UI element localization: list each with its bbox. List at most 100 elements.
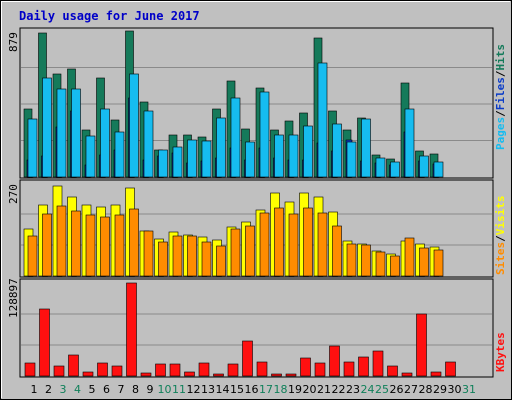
- legend-item-pages: Pages: [494, 117, 507, 150]
- x-tick-label-day-16: 16: [245, 383, 259, 396]
- bar-kbytes-day-15: [227, 363, 239, 377]
- bar-pages-day-10: [158, 149, 168, 178]
- x-tick-label-day-25: 25: [375, 383, 389, 396]
- panel-kbytes-bars: [24, 282, 456, 377]
- legend-separator: /: [494, 110, 507, 117]
- bar-pages-day-16: [245, 141, 255, 178]
- legend-kbytes: KBytes: [494, 332, 507, 372]
- bar-kbytes-day-20: [300, 357, 311, 377]
- bar-kbytes-day-28: [416, 313, 427, 377]
- x-tick-label-day-22: 22: [332, 383, 346, 396]
- x-tick-label-day-4: 4: [74, 383, 81, 396]
- x-tick-label-day-15: 15: [230, 383, 244, 396]
- bar-kbytes-day-2: [39, 308, 50, 377]
- bar-sites-day-23: [346, 243, 357, 277]
- bar-kbytes-day-10: [155, 363, 166, 377]
- bar-pages-day-18: [274, 134, 284, 178]
- bar-sites-day-20: [303, 207, 313, 277]
- bar-sites-day-5: [85, 214, 96, 277]
- x-tick-label-day-9: 9: [147, 383, 154, 396]
- bar-pages-day-13: [201, 140, 212, 178]
- x-tick-label-day-7: 7: [118, 383, 125, 396]
- panel-kbytes-gridlines: [21, 313, 492, 346]
- bar-kbytes-day-26: [387, 365, 398, 377]
- x-tick-label-day-18: 18: [274, 383, 288, 396]
- legend-text: Sites/Visits: [494, 196, 507, 276]
- bar-pages-day-25: [375, 157, 386, 178]
- bar-pages-day-1: [27, 118, 38, 178]
- x-tick-label-day-28: 28: [419, 383, 433, 396]
- bar-sites-day-3: [56, 205, 67, 277]
- bar-pages-day-19: [288, 134, 299, 178]
- bar-pages-day-24: [361, 118, 371, 178]
- legend-item-visits: Visits: [494, 196, 507, 236]
- x-tick-label-day-30: 30: [448, 383, 462, 396]
- bar-pages-day-21: [317, 62, 328, 178]
- bar-sites-day-8: [129, 208, 139, 277]
- x-tick-label-day-12: 12: [187, 383, 201, 396]
- bar-pages-day-23: [346, 141, 357, 178]
- bar-sites-day-21: [317, 212, 328, 277]
- bar-kbytes-day-21: [314, 362, 326, 377]
- legend-separator: /: [494, 235, 507, 242]
- bar-sites-day-29: [433, 249, 444, 277]
- bar-kbytes-day-13: [198, 362, 210, 377]
- bar-sites-day-26: [390, 255, 400, 277]
- bar-pages-day-28: [419, 155, 429, 178]
- bar-kbytes-day-6: [97, 362, 108, 377]
- x-tick-label-day-8: 8: [132, 383, 139, 396]
- bar-sites-day-19: [288, 213, 299, 277]
- bar-pages-day-17: [259, 91, 270, 178]
- bar-kbytes-day-5: [82, 371, 94, 377]
- panel-kbytes-background: [19, 278, 494, 378]
- bar-pages-day-15: [230, 97, 241, 178]
- x-tick-label-day-11: 11: [172, 383, 186, 396]
- x-tick-label-day-10: 10: [158, 383, 172, 396]
- panel-kbytes: [19, 278, 494, 378]
- x-tick-label-day-20: 20: [303, 383, 317, 396]
- bar-sites-day-17: [259, 212, 270, 277]
- bar-pages-day-5: [85, 135, 96, 178]
- bar-kbytes-day-30: [445, 361, 456, 377]
- bar-kbytes-day-11: [169, 363, 181, 377]
- bar-kbytes-day-24: [358, 356, 369, 377]
- bar-sites-day-15: [230, 228, 241, 277]
- x-tick-label-day-27: 27: [404, 383, 418, 396]
- bar-kbytes-day-4: [68, 354, 79, 377]
- x-tick-label-day-21: 21: [317, 383, 331, 396]
- x-tick-label-day-17: 17: [259, 383, 273, 396]
- x-axis-day-labels: 1 2 3 4 5 6 7 8 9 10 11 12 13 14 15 16 17 18 19 20 21 22 23 24 2…: [31, 383, 477, 396]
- bar-sites-day-16: [245, 225, 255, 277]
- bar-kbytes-day-12: [184, 371, 195, 377]
- x-tick-label-day-31: 31: [462, 383, 476, 396]
- bar-kbytes-day-16: [242, 340, 253, 377]
- bar-kbytes-day-3: [53, 365, 65, 377]
- bar-pages-day-2: [42, 77, 52, 178]
- bar-kbytes-day-7: [111, 365, 123, 377]
- bar-kbytes-day-17: [256, 361, 268, 377]
- bar-pages-day-12: [187, 139, 197, 178]
- x-tick-label-day-14: 14: [216, 383, 230, 396]
- max-label-kbytes: 128897: [7, 278, 20, 318]
- bar-kbytes-day-27: [401, 372, 413, 377]
- panel-hits-files-pages: [19, 27, 494, 179]
- x-tick-label-day-26: 26: [390, 383, 404, 396]
- bar-pages-day-3: [56, 88, 67, 178]
- bar-sites-day-22: [332, 225, 342, 277]
- bar-pages-day-6: [100, 108, 110, 178]
- bar-sites-day-27: [404, 237, 415, 277]
- bar-sites-day-1: [27, 235, 38, 277]
- max-label-hits: 879: [7, 32, 20, 52]
- x-tick-label-day-29: 29: [433, 383, 447, 396]
- bar-pages-day-27: [404, 108, 415, 178]
- legend-visits-sites: Sites/Visits: [494, 196, 507, 276]
- bar-sites-day-28: [419, 247, 429, 277]
- legend-separator: /: [494, 70, 507, 77]
- bar-pages-day-9: [143, 110, 154, 178]
- bar-pages-day-26: [390, 161, 400, 178]
- panel-visits-bars: [23, 185, 444, 277]
- bar-kbytes-day-25: [372, 350, 384, 377]
- x-tick-label-day-24: 24: [361, 383, 375, 396]
- bar-sites-day-12: [187, 235, 197, 277]
